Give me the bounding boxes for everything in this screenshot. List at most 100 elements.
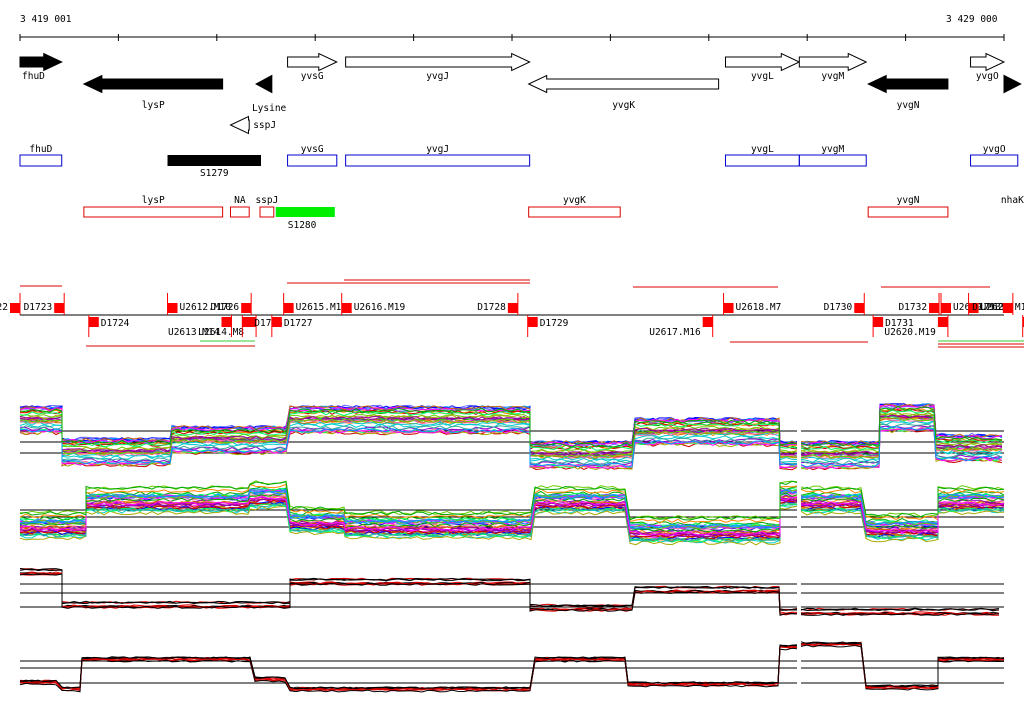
expression-trace <box>19 427 1003 469</box>
expression-trace <box>19 641 1004 690</box>
expression-trace <box>19 644 1005 693</box>
gene-arrow-nhak[interactable] <box>1003 74 1022 94</box>
expression-trace <box>19 483 1005 524</box>
tu-label: U2620.M19 <box>884 327 936 338</box>
expression-trace <box>19 408 1003 451</box>
gene-arrow-yvgj[interactable] <box>345 52 531 72</box>
expression-trace <box>19 420 1003 464</box>
blue-feature-yvgo[interactable] <box>970 154 1019 167</box>
red-feature-label: nhaK <box>1001 195 1024 206</box>
expression-trace <box>19 403 1003 445</box>
expression-trace <box>19 641 1005 690</box>
tu-marker-d1722[interactable] <box>10 303 20 313</box>
red-feature-yvgk[interactable] <box>528 206 621 218</box>
tu-marker-u2613.m14[interactable] <box>221 317 232 327</box>
red-feature-label: lysP <box>142 195 165 206</box>
red-feature-label: yvgN <box>897 195 920 206</box>
tu-marker-d1731[interactable] <box>873 317 884 327</box>
tu-marker-d1728[interactable] <box>507 303 518 313</box>
tu-marker-d1733[interactable] <box>1002 303 1013 313</box>
expression-trace <box>20 405 1003 448</box>
tu-marker-d1725[interactable] <box>242 317 253 327</box>
blue-feature-fhud[interactable] <box>19 154 63 167</box>
tu-label: D1728 <box>477 302 506 313</box>
tu-label: U2612.M10 <box>180 302 232 313</box>
tu-label: D1729 <box>540 318 569 329</box>
blue-feature-yvgj[interactable] <box>345 154 531 167</box>
transcription-unit-track: D1722D1723D1724U2612.M10D1726U2613.M14U2… <box>0 279 1024 348</box>
expression-trace <box>19 573 1000 616</box>
tu-label: U2613.M14 <box>168 327 220 338</box>
tu-marker-d1732[interactable] <box>929 303 940 313</box>
tu-label: U2616.M19 <box>354 302 406 313</box>
gene-arrow-lysp[interactable] <box>82 74 224 94</box>
red-feature-yvgn[interactable] <box>867 206 949 218</box>
gene-arrow-yvgm[interactable] <box>798 52 868 72</box>
tu-marker-d1734[interactable] <box>1022 317 1024 327</box>
gene-arrow-yvgo[interactable] <box>970 52 1006 72</box>
blue-feature-label: yvgJ <box>426 144 449 155</box>
gene-label: yvgN <box>897 100 920 111</box>
expression-trace <box>19 428 1003 471</box>
gene-arrow-yvgk[interactable] <box>527 74 720 94</box>
tu-label: U2621.M11 <box>981 302 1024 313</box>
tu-marker-d1726[interactable] <box>241 303 252 313</box>
blue-feature-label: yvgM <box>821 144 844 155</box>
expression-panel-summary-minus <box>19 631 1005 704</box>
red-feature-label: yvgK <box>563 195 586 206</box>
tu-label: D1725 <box>254 318 283 329</box>
tu-marker-u2618.m7[interactable] <box>723 303 734 313</box>
expression-trace <box>19 502 1005 543</box>
expression-trace <box>19 409 1003 451</box>
panel-gap <box>797 631 801 704</box>
expression-panel-multi-minus <box>19 471 1005 549</box>
tu-marker-d1727[interactable] <box>271 317 282 327</box>
expression-panel-multi-plus <box>19 396 1004 474</box>
expression-trace <box>19 496 1005 536</box>
expression-trace <box>19 641 1005 690</box>
gene-label: yvgO <box>976 71 999 82</box>
expression-trace <box>20 488 1005 529</box>
tu-marker-u2612.m10[interactable] <box>167 303 178 313</box>
tu-label: U2615.M11 <box>296 302 348 313</box>
red-feature-lysp[interactable] <box>83 206 224 218</box>
tu-label: D1724 <box>101 318 130 329</box>
tu-marker-u2620.m19[interactable] <box>937 317 948 327</box>
expression-trace <box>19 572 1000 616</box>
expression-trace <box>19 414 1003 456</box>
tu-label: U2619.M13 <box>953 302 1004 313</box>
blue-feature-yvgl[interactable] <box>725 154 800 167</box>
expression-panel-summary-plus <box>19 561 1004 624</box>
gene-arrow-yvgl[interactable] <box>725 52 801 72</box>
expression-trace <box>19 426 1003 468</box>
tu-marker-u2617.m16[interactable] <box>702 317 713 327</box>
gene-arrow-yvsg[interactable] <box>287 52 338 72</box>
green-feature-s1280[interactable] <box>275 207 335 217</box>
black-feature-track: S1279 <box>167 155 262 179</box>
gene-arrow-yvgn[interactable] <box>867 74 949 94</box>
tu-marker-d1723[interactable] <box>54 303 65 313</box>
red-feature-sspj[interactable] <box>259 206 275 218</box>
gene-annotation-track: fhuD lysP Lysine sspJ yvsG yvgJ yvgK yvgL yvgM yv… <box>19 52 1022 135</box>
tu-marker-u2621.m11[interactable] <box>968 303 979 313</box>
gene-arrow-fhud[interactable] <box>19 52 63 72</box>
tu-label: D1733 <box>972 302 1001 313</box>
red-feature-na[interactable] <box>229 206 250 218</box>
tu-label: D1731 <box>885 318 914 329</box>
blue-feature-track: fhuD yvsG yvgJ yvgL yvgM yvgO <box>19 144 1019 167</box>
expression-trace <box>20 568 1000 611</box>
gene-arrow-sspj[interactable] <box>229 115 250 135</box>
tu-marker-d1730[interactable] <box>854 303 865 313</box>
blue-feature-yvsg[interactable] <box>287 154 338 167</box>
ruler-start-label: 3 419 001 <box>20 14 72 25</box>
expression-trace <box>19 416 1003 459</box>
blue-feature-yvgm[interactable] <box>798 154 867 167</box>
tu-marker-u2615.m11[interactable] <box>283 303 294 313</box>
tu-marker-d1729[interactable] <box>527 317 538 327</box>
green-feature-label: S1280 <box>288 220 317 231</box>
gene-arrow-lysine[interactable] <box>255 74 273 94</box>
black-feature-s1279[interactable] <box>167 155 262 166</box>
tu-marker-u2619.m13[interactable] <box>941 303 952 313</box>
tu-marker-d1724[interactable] <box>88 317 99 327</box>
tu-marker-u2616.m19[interactable] <box>341 303 352 313</box>
